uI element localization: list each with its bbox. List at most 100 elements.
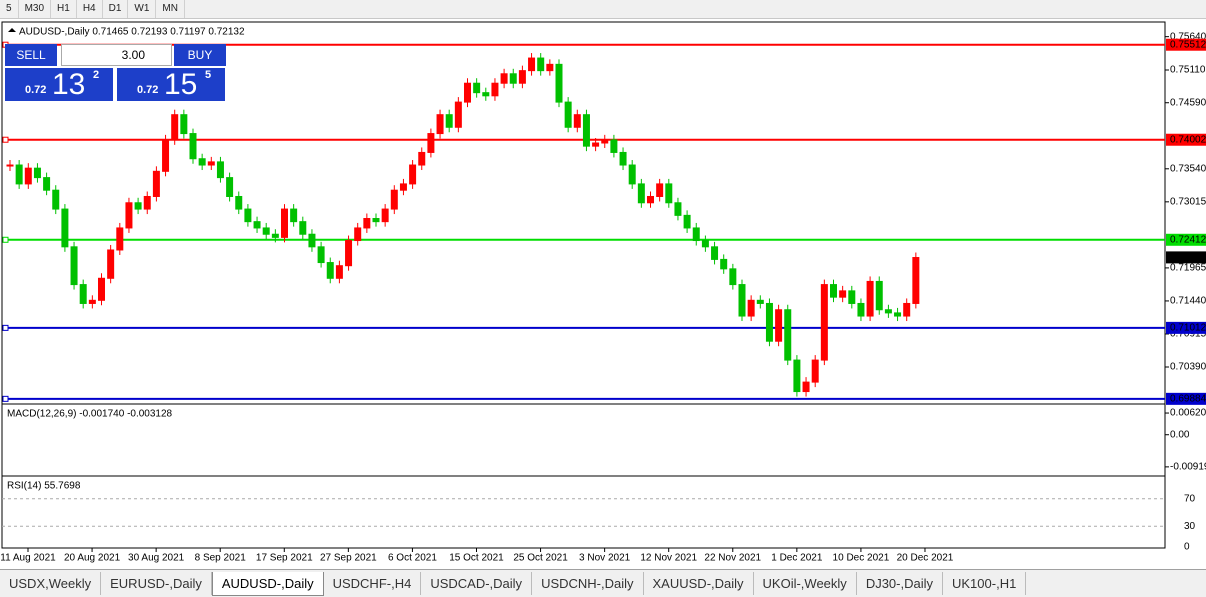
timeframe-button[interactable]: D1: [103, 0, 129, 18]
quote-prefix: 0.72: [137, 84, 159, 96]
volume-input[interactable]: 3.00: [61, 44, 172, 66]
candle: [33, 167, 41, 179]
candle: [619, 151, 627, 166]
candle: [189, 133, 197, 160]
x-tick-label: 15 Oct 2021: [449, 553, 504, 564]
candle: [546, 63, 554, 72]
candle: [582, 114, 590, 147]
y-tick-label: 0.73015: [1170, 196, 1206, 207]
x-tick-label: 17 Sep 2021: [256, 553, 313, 564]
candle: [326, 262, 334, 279]
chart-frame: [1, 21, 1166, 549]
y-tick-label: 0: [1184, 542, 1190, 553]
candle: [308, 233, 316, 248]
current-price-label: 0.72132: [1170, 252, 1206, 263]
timeframe-button[interactable]: MN: [156, 0, 185, 18]
candle: [207, 161, 215, 166]
candle: [216, 161, 224, 179]
y-tick-label: -0.00919: [1170, 462, 1206, 473]
candle: [317, 246, 325, 264]
candle: [683, 214, 691, 229]
candle: [866, 280, 874, 317]
sell-button[interactable]: SELL: [5, 44, 57, 66]
candle: [701, 240, 709, 248]
collapse-icon: [8, 28, 16, 32]
y-tick-label: 70: [1184, 493, 1196, 504]
candle: [6, 164, 14, 167]
candle: [70, 246, 78, 286]
level-handle: [2, 136, 9, 143]
level-handle: [2, 395, 9, 402]
candle: [656, 183, 664, 197]
chart-tab[interactable]: EURUSD-,Daily: [101, 572, 212, 595]
current-price-bg: [1166, 251, 1206, 264]
sell-quote[interactable]: 0.72 13 2: [5, 68, 113, 101]
chart-tab[interactable]: AUDUSD-,Daily: [211, 572, 324, 596]
x-tick-label: 20 Aug 2021: [64, 553, 121, 564]
candle: [180, 114, 188, 135]
chart-tab[interactable]: USDX,Weekly: [0, 572, 102, 595]
candle: [491, 82, 499, 97]
chart-tab[interactable]: USDCNH-,Daily: [532, 572, 644, 595]
level-handle: [2, 324, 9, 331]
candle: [756, 299, 764, 304]
candle: [98, 277, 105, 301]
candle: [52, 189, 60, 210]
candle: [143, 195, 151, 210]
candle: [720, 258, 728, 270]
macd-label: MACD(12,26,9) -0.001740 -0.003128: [7, 409, 173, 420]
candle: [262, 227, 270, 235]
candle: [88, 299, 96, 304]
chart-tab[interactable]: UKOil-,Weekly: [754, 572, 857, 595]
level-label: 0.71012: [1170, 323, 1206, 334]
candle: [528, 57, 536, 72]
x-tick-label: 10 Dec 2021: [833, 553, 890, 564]
quote-big: 15: [164, 68, 198, 101]
candle: [647, 195, 654, 204]
candle: [372, 218, 380, 223]
candle: [198, 158, 206, 166]
candle: [152, 170, 160, 197]
timeframe-button[interactable]: H1: [51, 0, 77, 18]
timeframe-button[interactable]: W1: [128, 0, 157, 18]
candle: [436, 114, 444, 135]
y-tick-label: 0.75640: [1170, 31, 1206, 42]
x-tick-label: 20 Dec 2021: [897, 553, 954, 564]
candle: [674, 202, 682, 216]
x-tick-label: 1 Dec 2021: [771, 553, 823, 564]
candle: [107, 249, 115, 279]
candle: [848, 290, 856, 304]
candle: [235, 195, 243, 210]
timeframe-button[interactable]: 5: [0, 0, 19, 18]
chart-tab[interactable]: USDCHF-,H4: [324, 572, 422, 595]
candle: [399, 183, 407, 191]
x-tick-label: 25 Oct 2021: [513, 553, 568, 564]
chart-tab[interactable]: XAUUSD-,Daily: [644, 572, 754, 595]
candle: [592, 142, 600, 147]
symbol-header: AUDUSD-,Daily 0.71465 0.72193 0.71197 0.…: [19, 27, 245, 38]
chart-tab[interactable]: UK100-,H1: [943, 572, 1027, 595]
timeframe-button[interactable]: H4: [77, 0, 103, 18]
timeframe-button[interactable]: M30: [19, 0, 52, 18]
quote-big: 13: [52, 68, 86, 101]
candle: [226, 177, 234, 197]
buy-button[interactable]: BUY: [174, 44, 226, 66]
candle: [427, 133, 435, 153]
level-label: 0.74002: [1170, 134, 1206, 145]
level-label-bg: [1166, 38, 1206, 51]
candle: [637, 183, 645, 204]
candle: [271, 233, 279, 238]
candle: [418, 151, 426, 166]
chart-tab[interactable]: DJ30-,Daily: [857, 572, 943, 595]
x-tick-label: 3 Nov 2021: [579, 553, 631, 564]
candle: [482, 92, 490, 97]
one-click-trading: SELL 3.00 BUY 0.72 13 2 0.72 15 5: [5, 44, 226, 101]
candle: [24, 167, 32, 185]
buy-quote[interactable]: 0.72 15 5: [117, 68, 225, 101]
candle: [601, 139, 609, 144]
quote-pip: 2: [93, 69, 100, 81]
candle: [454, 101, 462, 128]
chart-tab[interactable]: USDCAD-,Daily: [421, 572, 533, 595]
rsi-label: RSI(14) 55.7698: [7, 481, 81, 492]
